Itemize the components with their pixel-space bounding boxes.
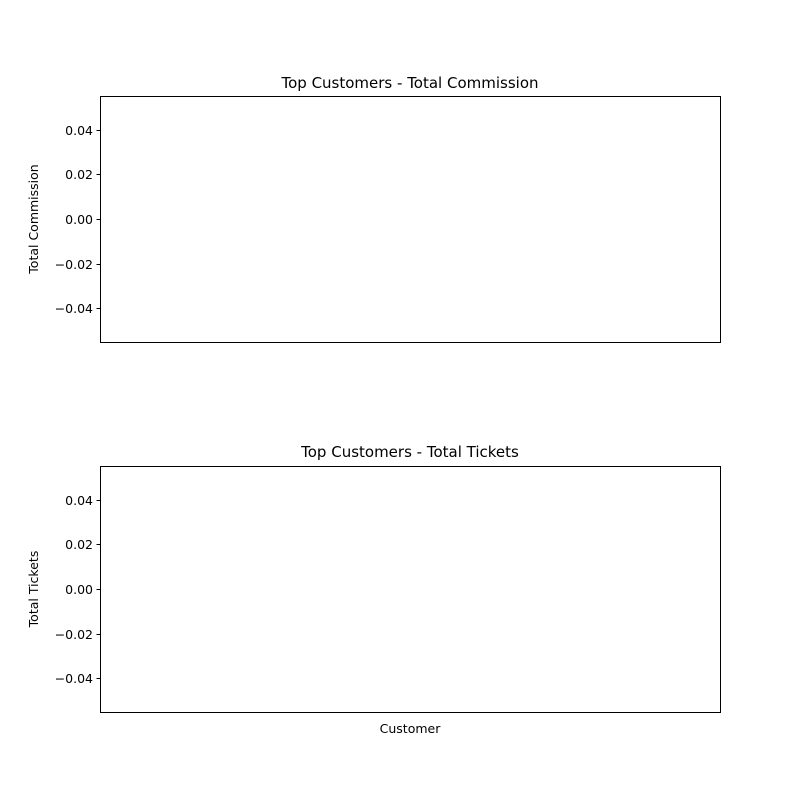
y-tick-label: 0.00: [65, 212, 93, 227]
y-axis-ticks: −0.04 −0.02 0.00 0.02 0.04: [55, 123, 100, 316]
y-tick-label: 0.00: [65, 582, 93, 597]
y-tick-label: −0.02: [55, 627, 93, 642]
y-tick-label: 0.02: [65, 537, 93, 552]
x-axis-title: Customer: [380, 721, 442, 736]
y-tick-label: −0.04: [55, 671, 93, 686]
y-axis-ticks: −0.04 −0.02 0.00 0.02 0.04: [55, 493, 100, 686]
y-tick-label: 0.02: [65, 167, 93, 182]
y-tick-label: −0.04: [55, 301, 93, 316]
chart-tickets: Top Customers - Total Tickets −0.04 −0.02…: [26, 443, 721, 736]
chart-title: Top Customers - Total Tickets: [300, 443, 519, 461]
y-tick-label: 0.04: [65, 123, 93, 138]
y-tick-label: 0.04: [65, 493, 93, 508]
y-axis-title: Total Commission: [26, 164, 41, 274]
chart-title: Top Customers - Total Commission: [280, 74, 538, 92]
plot-area-frame: [100, 96, 721, 343]
plot-area-frame: [100, 466, 721, 713]
chart-commission: Top Customers - Total Commission −0.04−0…: [26, 74, 721, 343]
y-tick-label: −0.02: [55, 257, 93, 272]
y-axis-title: Total Tickets: [26, 551, 41, 629]
